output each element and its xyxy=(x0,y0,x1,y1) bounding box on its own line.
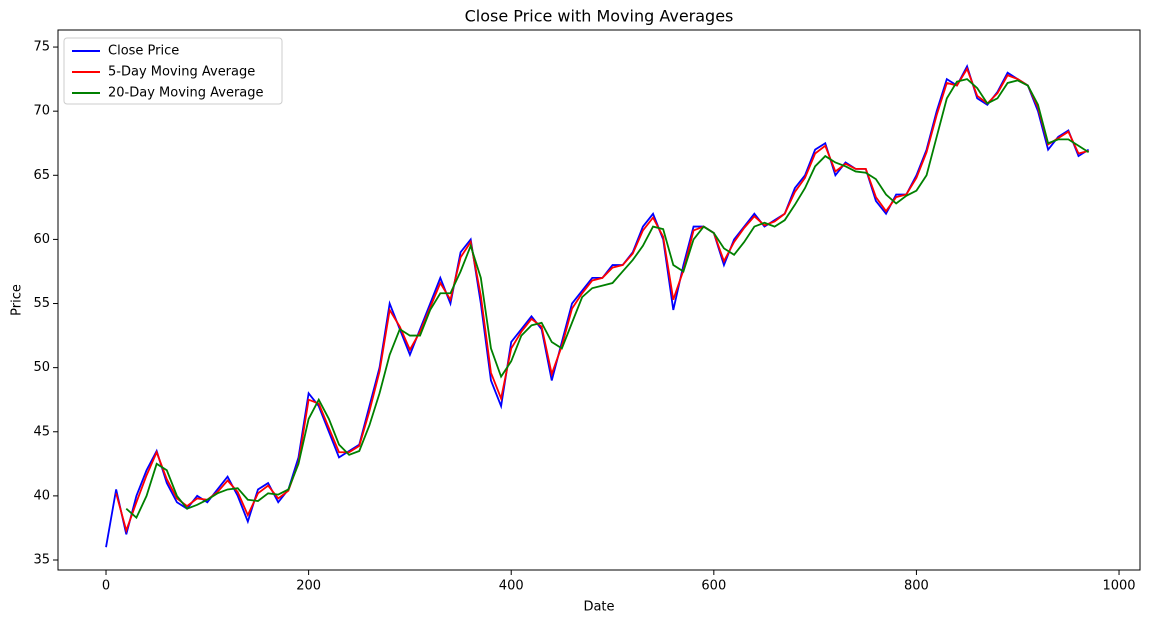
y-tick-label: 45 xyxy=(33,424,50,439)
legend-label: 20-Day Moving Average xyxy=(108,86,264,101)
y-axis-label: Price xyxy=(10,284,25,316)
x-axis-label: Date xyxy=(583,600,614,615)
series-line xyxy=(115,66,1089,534)
y-tick-label: 75 xyxy=(33,40,50,55)
series-line xyxy=(125,78,1090,520)
y-tick-label: 65 xyxy=(33,168,50,183)
x-tick-label: 0 xyxy=(102,579,110,594)
x-tick-label: 600 xyxy=(701,579,726,594)
y-tick-label: 50 xyxy=(33,360,50,375)
legend: Close Price 5-Day Moving Average 20-Day Mo… xyxy=(63,37,283,105)
y-tick-label: 35 xyxy=(33,552,50,567)
x-tick-label: 1000 xyxy=(1102,579,1135,594)
x-tick-label: 200 xyxy=(296,579,321,594)
x-tick-label: 800 xyxy=(904,579,929,594)
legend-box xyxy=(63,37,283,105)
legend-label: 5-Day Moving Average xyxy=(108,65,255,80)
x-tick-label: 400 xyxy=(499,579,524,594)
y-tick-label: 70 xyxy=(33,104,50,119)
y-tick-label: 55 xyxy=(33,296,50,311)
plot-frame xyxy=(57,29,1141,571)
y-tick-label: 60 xyxy=(33,232,50,247)
series-line xyxy=(105,63,1090,548)
chart-title: Close Price with Moving Averages xyxy=(465,7,734,26)
y-tick-label: 40 xyxy=(33,488,50,503)
legend-label: Close Price xyxy=(108,44,179,59)
